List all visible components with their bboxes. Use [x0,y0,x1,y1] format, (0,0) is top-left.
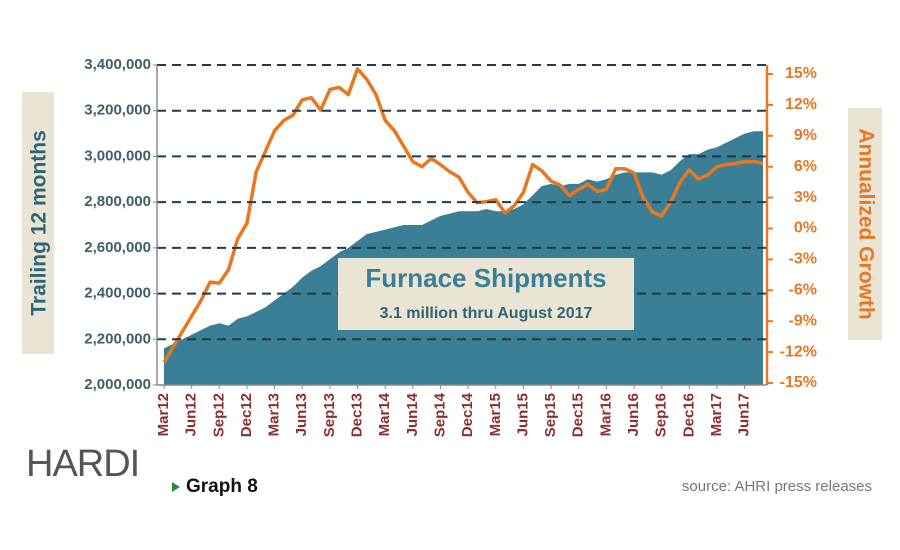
x-tick-label: Dec13 [348,393,365,437]
y-tick-label: 2,800,000 [84,193,151,210]
y2-tick-label: 15% [785,65,817,82]
x-tick-label: Mar17 [708,393,725,436]
y2-tick-label: 6% [794,158,817,175]
y2-tick-label: -3% [789,251,817,268]
y2-axis-label: Annualized Growth [854,128,877,319]
y2-tick-label: -9% [789,312,817,329]
y-tick-label: 2,400,000 [84,285,151,302]
x-tick-label: Sep15 [542,393,559,437]
x-tick-label: Mar14 [376,392,393,436]
x-tick-label: Mar16 [597,393,614,436]
plot: 2,000,000 2,200,000 2,400,000 2,600,000 2,80… [84,56,817,437]
growth-line [162,67,764,364]
y-axis-label: Trailing 12 months [28,130,51,316]
title-box [338,258,634,330]
y-tick-label: 2,200,000 [84,330,151,347]
y-tick-label: 3,200,000 [84,102,151,119]
y2-tick-label: 9% [794,127,817,144]
x-tick-label: Mar13 [266,393,283,436]
x-tick-label: Jun13 [293,393,310,436]
y2label-box [848,108,882,340]
x-tick-label: Mar15 [487,393,504,436]
x-tick-label: Jun15 [514,393,531,436]
y2-tick-label: 12% [785,96,817,113]
chart-title: Furnace Shipments [365,263,606,293]
x-tick-label: Jun17 [736,393,753,436]
source: source: AHRI press releases [682,478,872,495]
x-tick-label: Sep16 [653,393,670,437]
y-tick-label: 2,000,000 [84,376,151,393]
x-tick-label: Jun16 [625,393,642,436]
x-tick-label: Dec14 [459,392,476,437]
x-tick-label: Dec15 [570,393,587,437]
chart-subtitle: 3.1 million thru August 2017 [380,305,593,322]
x-tick-label: Sep13 [321,393,338,437]
x-tick-label: Dec12 [238,393,255,437]
y-tick-label: 3,400,000 [84,56,151,73]
x-tick-label: Sep14 [431,392,448,437]
caption-arrow [172,482,180,492]
x-tick-label: Dec16 [680,393,697,437]
x-tick-label: Mar12 [155,393,172,436]
y-tick-label: 2,600,000 [84,239,151,256]
y2-tick-label: 3% [794,189,817,206]
y2-tick-label: -6% [789,282,817,299]
y2-tick-label: -15% [780,374,817,391]
caption: Graph 8 [186,476,258,497]
x-tick-label: Jun12 [183,393,200,436]
x-tick-label: Jun14 [404,392,421,436]
logo: HARDI [26,443,139,485]
y2-tick-label: 0% [794,220,817,237]
ylabel-box [22,92,54,354]
y2-tick-label: -12% [780,343,817,360]
y-tick-label: 3,000,000 [84,147,151,164]
x-tick-label: Sep12 [210,393,227,437]
